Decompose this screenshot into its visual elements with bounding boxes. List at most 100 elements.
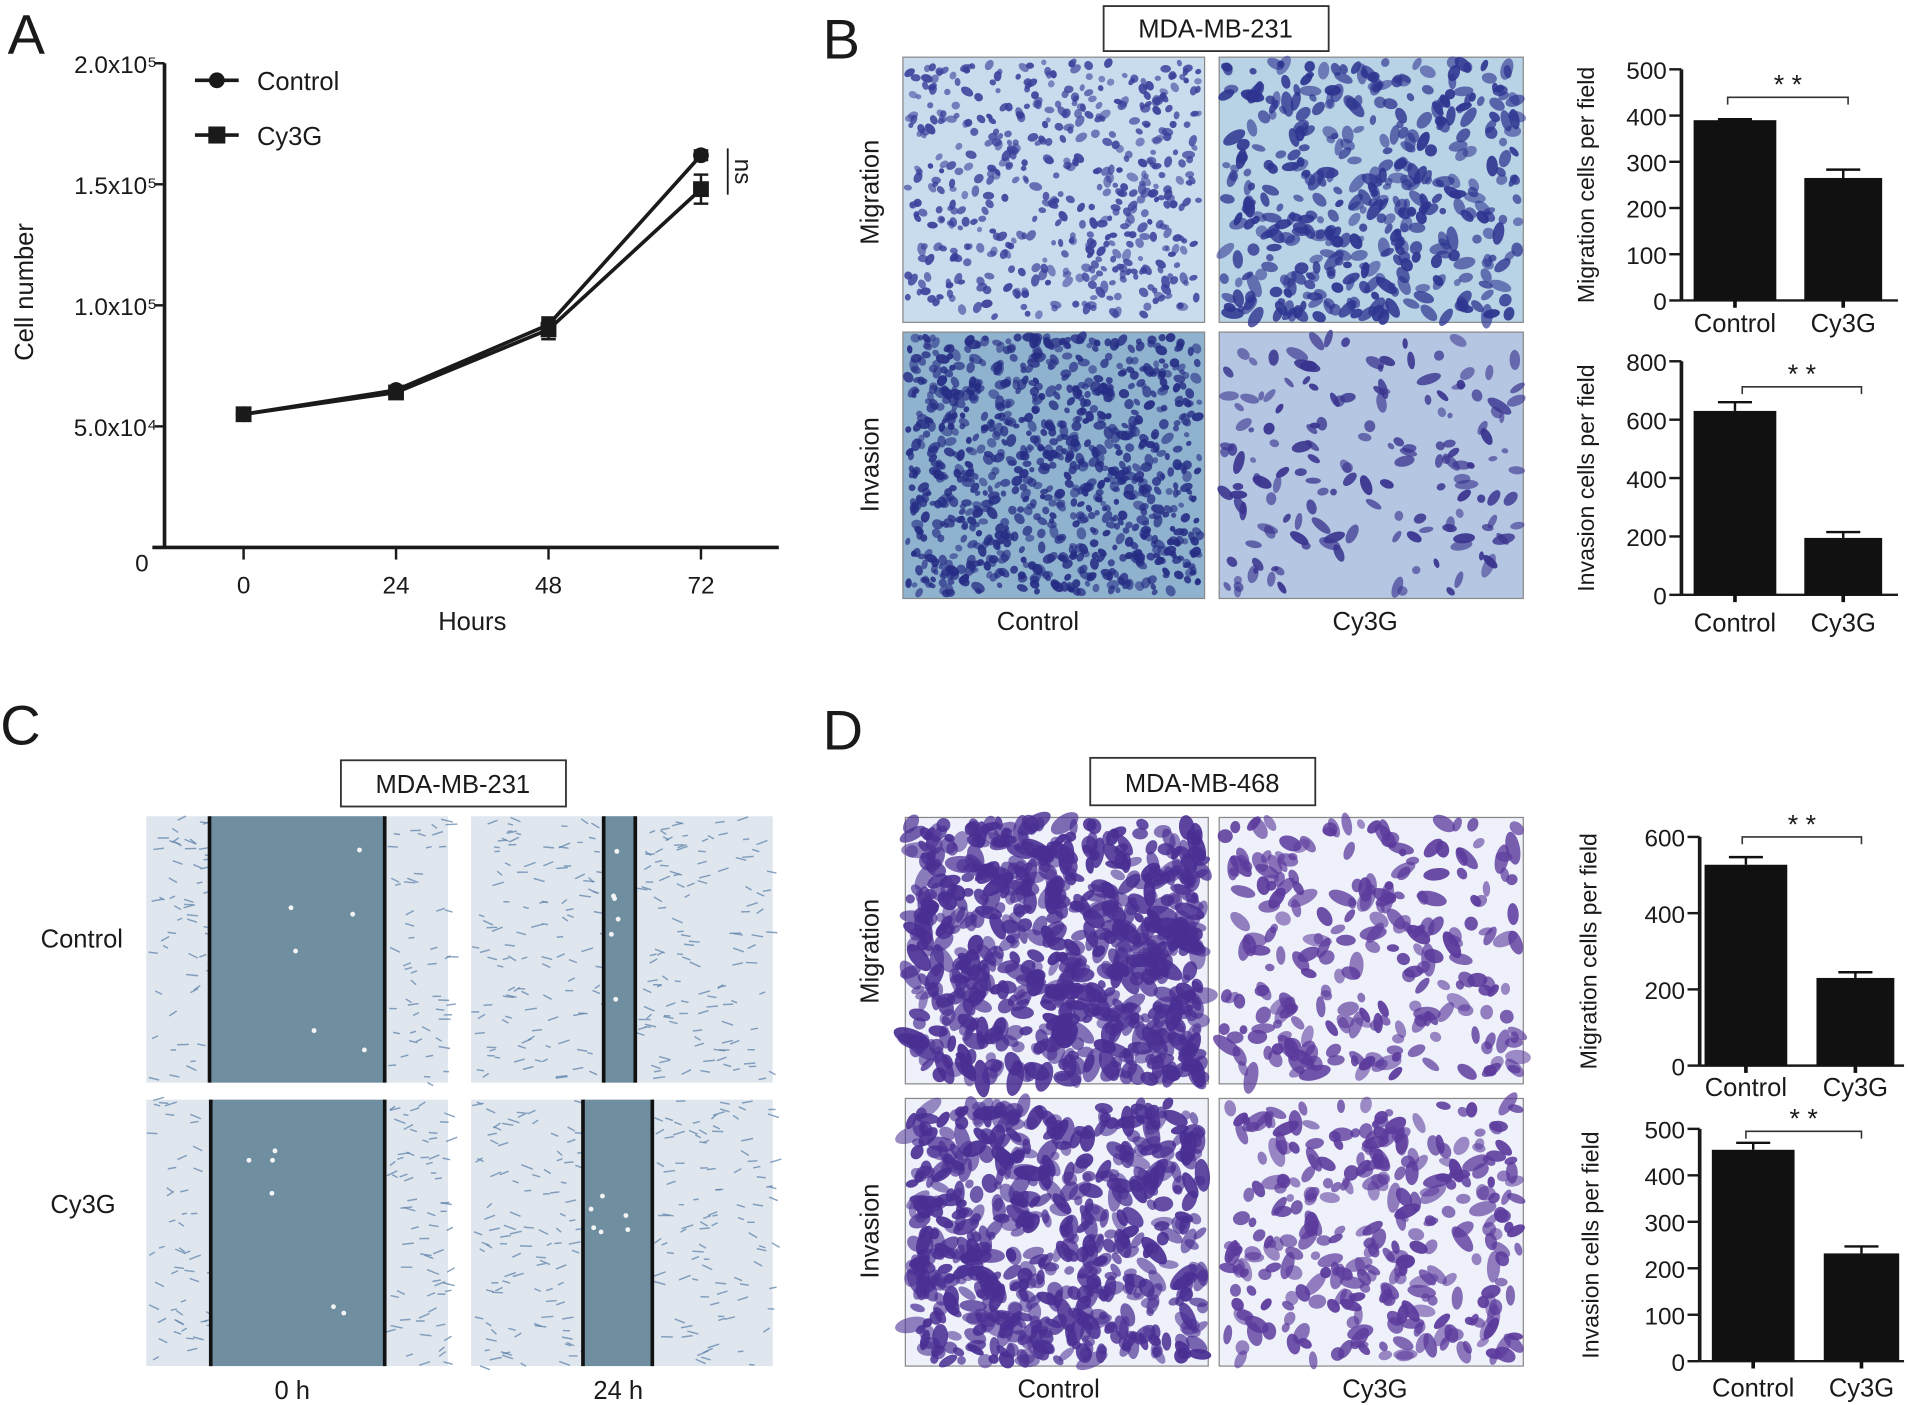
micrograph-b-migration-cy3g	[1216, 55, 1526, 329]
significance-stars: * *	[1790, 1104, 1818, 1134]
cell-line-label-d: MDA-MB-468	[1089, 756, 1317, 807]
significance-bracket	[1726, 96, 1849, 105]
cell-line-label-c: MDA-MB-231	[339, 759, 567, 808]
x-tick-label: Cy3G	[1823, 1074, 1888, 1102]
x-tick-label: Control	[1712, 1374, 1794, 1402]
micrograph-d-migration-cy3g	[1213, 812, 1531, 1094]
micrograph-d-invasion-control	[895, 1093, 1212, 1371]
wound-control-0h	[146, 815, 459, 1087]
y-tick-label: 500	[1626, 58, 1667, 85]
significance-bracket	[1745, 1130, 1863, 1139]
y-tick-label: 500	[1645, 1118, 1686, 1145]
wound-control-24h	[471, 816, 778, 1083]
y-tick-label: 300	[1626, 151, 1667, 178]
y-axis-label: Invasion cells per field	[1578, 1131, 1604, 1358]
significance-stars: * *	[1774, 70, 1802, 100]
y-axis-label: Invasion cells per field	[1573, 364, 1599, 591]
col-label-24h: 24 h	[593, 1377, 643, 1405]
y-tick-label: 400	[1626, 467, 1667, 494]
legend-item-control: Control	[194, 68, 339, 96]
y-tick-label: 400	[1645, 902, 1686, 929]
bar-cy3g	[1804, 537, 1883, 595]
y-tick-label: 0	[1672, 1054, 1686, 1081]
y-tick-label: 300	[1645, 1211, 1686, 1238]
bar-control	[1693, 410, 1777, 595]
y-tick-label: 600	[1645, 826, 1686, 853]
legend-label: Cy3G	[257, 123, 322, 151]
micrograph-d-invasion-cy3g	[1218, 1092, 1526, 1370]
y-tick-label: 800	[1626, 350, 1667, 377]
significance-bracket	[1741, 836, 1863, 845]
bar-control	[1704, 864, 1788, 1066]
x-tick-label: Cy3G	[1811, 310, 1876, 338]
micrograph-b-invasion-control	[902, 331, 1206, 600]
panel-letter-d: D	[823, 698, 863, 761]
row-label-cy3g-c: Cy3G	[50, 1191, 115, 1219]
bar-chart-b-invasion: 0 200 400 600 800 Invasion cells per field Con…	[1573, 350, 1898, 637]
micrograph-b-migration-control	[902, 56, 1206, 323]
legend-marker-circle	[208, 72, 225, 89]
row-label-invasion-b: Invasion	[857, 417, 885, 512]
bar-cy3g	[1804, 177, 1883, 301]
legend-marker-square	[208, 126, 226, 144]
data-point-cy3g	[388, 384, 404, 401]
bar-chart-d-migration: 0 200 400 600 Migration cells per field Contr…	[1575, 809, 1905, 1102]
data-point-cy3g	[235, 406, 252, 423]
wound-cy3g-24h	[471, 1099, 782, 1371]
x-tick-label: Control	[1705, 1074, 1787, 1102]
bar-cy3g	[1823, 1253, 1900, 1362]
row-label-invasion-d: Invasion	[857, 1183, 885, 1278]
row-label-migration-d: Migration	[857, 899, 885, 1004]
y-tick-label: 200	[1645, 978, 1686, 1005]
col-label-cy3g-d: Cy3G	[1342, 1376, 1407, 1404]
x-tick-label: Cy3G	[1811, 609, 1876, 637]
y-tick-label: 0	[1653, 289, 1667, 316]
data-point-cy3g	[540, 321, 557, 338]
micrograph-d-migration-control	[893, 811, 1218, 1098]
series-line-cy3g	[243, 187, 703, 417]
col-label-0h: 0 h	[275, 1377, 311, 1405]
y-tick-label: 200	[1645, 1257, 1686, 1284]
cell-line-label-b: MDA-MB-231	[1102, 5, 1330, 53]
y-tick-label: 0	[135, 551, 149, 578]
y-tick-label: 200	[1626, 525, 1667, 552]
y-tick-label: 400	[1645, 1164, 1686, 1191]
ns-annotation: ns	[729, 159, 756, 185]
y-tick-label: 5.0x10⁴	[74, 415, 157, 442]
x-tick-label: 0	[237, 573, 251, 600]
y-axis-label: Migration cells per field	[1575, 833, 1601, 1069]
y-tick-label: 1.0x10⁵	[74, 294, 157, 321]
x-tick-label: Cy3G	[1829, 1374, 1894, 1402]
col-label-cy3g-b: Cy3G	[1333, 608, 1398, 636]
row-label-control-c: Control	[41, 926, 123, 954]
bar-cy3g	[1816, 977, 1895, 1066]
x-tick-label: 72	[687, 573, 714, 600]
legend-label: Control	[257, 68, 339, 96]
panel-letter-c: C	[0, 693, 40, 756]
bar-control	[1711, 1149, 1795, 1362]
panel-letter-a: A	[8, 3, 46, 66]
panel-letter-b: B	[823, 7, 860, 70]
growth-line-chart: 0 5.0x10⁴ 1.0x10⁵ 1.5x10⁵ 2.0x10⁵ 0 24 48 72 Hour…	[11, 52, 779, 636]
x-tick-label: 48	[535, 573, 562, 600]
col-label-control-d: Control	[1017, 1376, 1099, 1404]
bar-chart-b-migration: 0 100 200 300 400 500 Migration cells per fiel…	[1573, 58, 1898, 338]
x-axis-label: Hours	[438, 608, 506, 636]
svg-text:MDA-MB-468: MDA-MB-468	[1125, 770, 1280, 798]
data-point-control	[693, 147, 709, 164]
bar-control	[1693, 120, 1777, 301]
y-tick-label: 400	[1626, 104, 1667, 131]
y-axis-label: Migration cells per field	[1573, 67, 1599, 303]
y-axis-label: Cell number	[11, 223, 39, 361]
col-label-control-b: Control	[997, 608, 1079, 636]
significance-bracket	[1741, 386, 1863, 395]
y-tick-label: 600	[1626, 408, 1667, 435]
x-tick-label: 24	[383, 573, 410, 600]
data-point-cy3g	[693, 181, 709, 198]
y-tick-label: 0	[1653, 584, 1667, 611]
series-line-control	[243, 154, 703, 417]
significance-stars: * *	[1788, 359, 1816, 389]
svg-text:MDA-MB-231: MDA-MB-231	[376, 771, 531, 799]
bar-chart-d-invasion: 0 100 200 300 400 500 Invasion cells per field…	[1578, 1104, 1905, 1402]
